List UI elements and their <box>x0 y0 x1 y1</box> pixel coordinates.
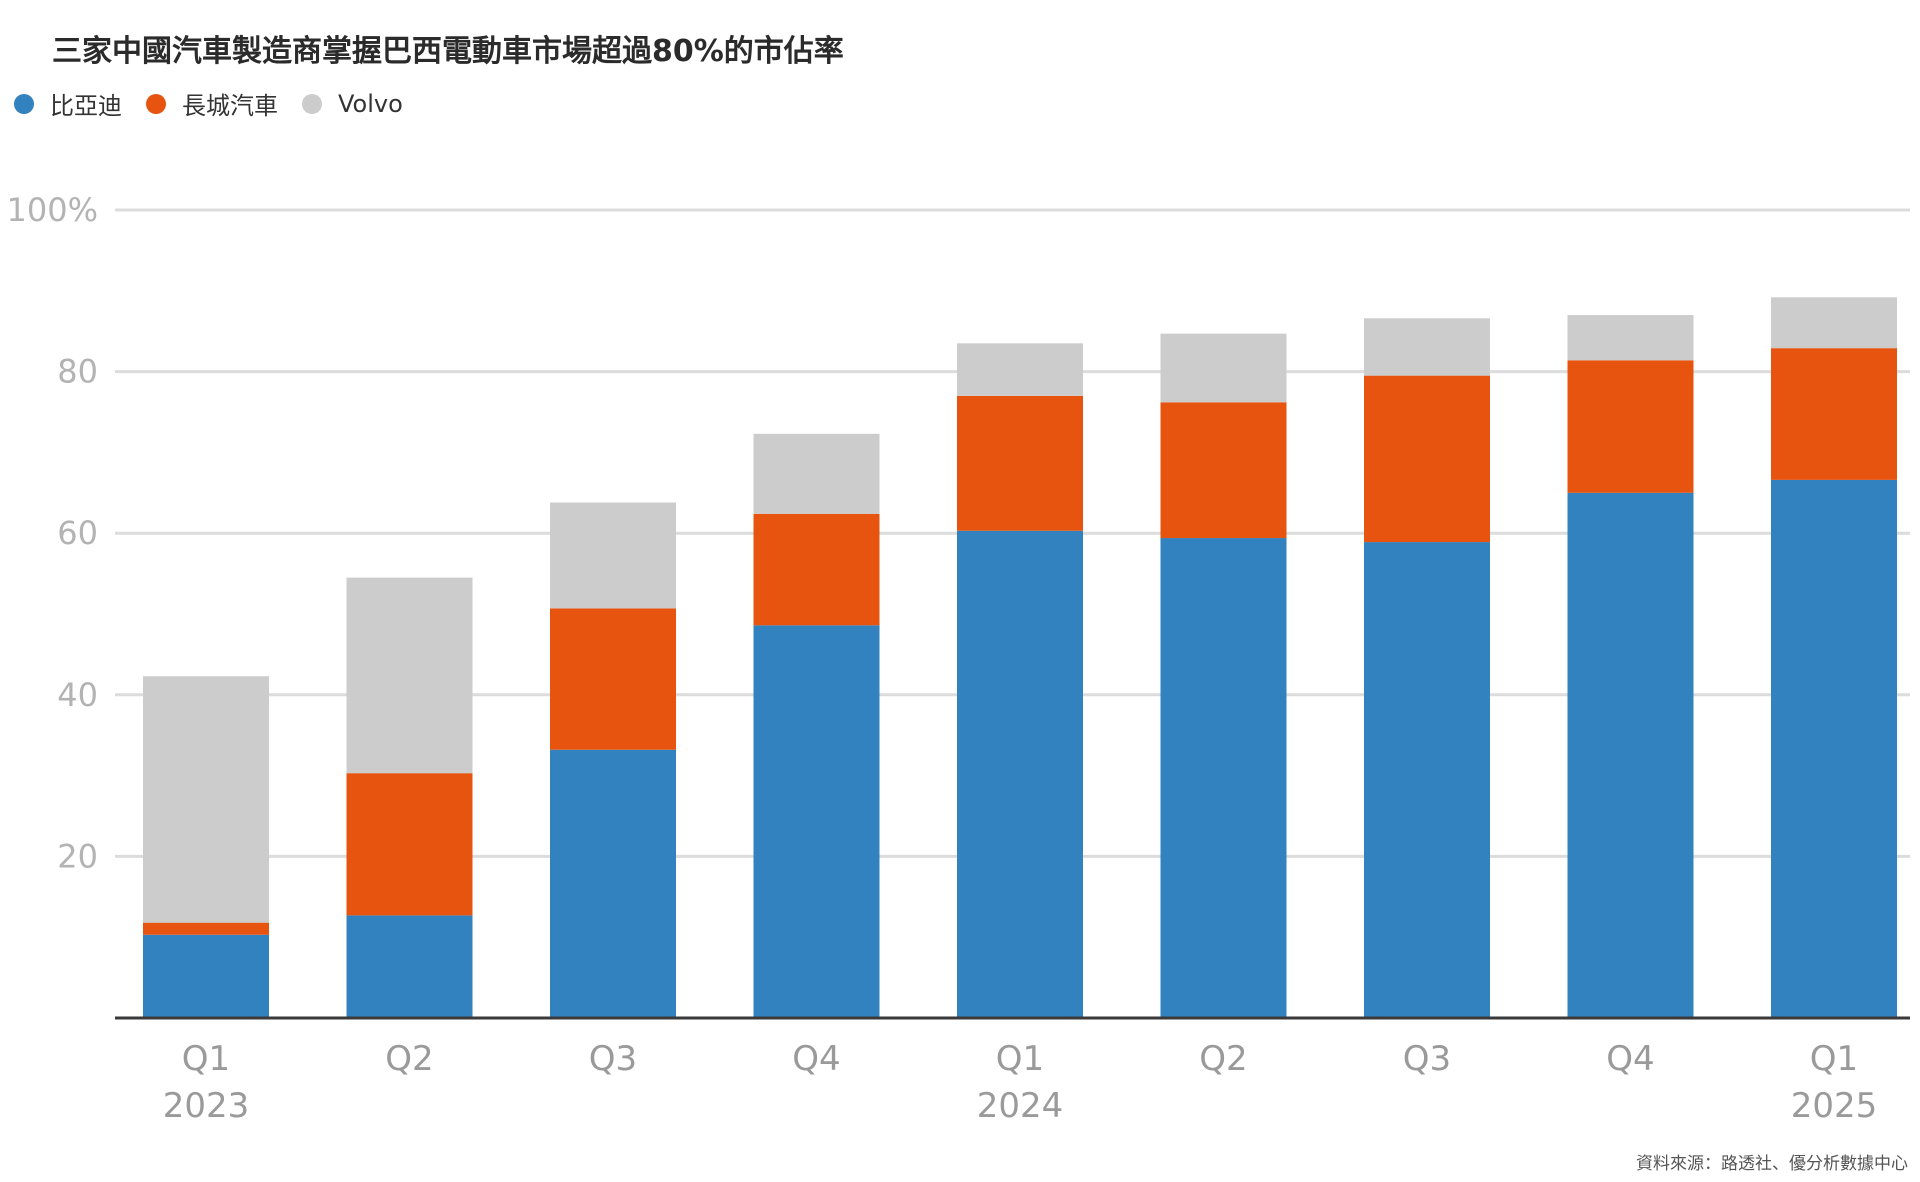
bar-byd-1 <box>143 934 269 1018</box>
x-tick-year-5: 2024 <box>977 1086 1064 1126</box>
legend-item-great-wall: 長城汽車 <box>146 86 278 121</box>
bar-volvo-9 <box>1771 297 1897 349</box>
bar-great-wall-4 <box>753 513 880 626</box>
x-tick-quarter-1: Q1 <box>182 1039 230 1079</box>
bar-volvo-8 <box>1567 315 1694 361</box>
bar-byd-3 <box>550 749 676 1018</box>
legend-item-volvo: Volvo <box>302 90 403 118</box>
x-tick-quarter-8: Q4 <box>1606 1039 1654 1079</box>
y-tick-label-100: 100% <box>7 191 98 229</box>
bar-great-wall-7 <box>1364 375 1490 543</box>
axis-layer: 20 40 60 80 100% Q1 2023 Q2 Q3 Q4 Q1 2024 Q2 Q3 Q4 Q1 20… <box>7 191 1910 1126</box>
legend: 比亞迪 長城汽車 Volvo <box>14 86 427 121</box>
bar-volvo-4 <box>753 433 880 514</box>
bar-volvo-1 <box>143 676 269 923</box>
bar-byd-2 <box>346 915 473 1018</box>
x-tick-quarter-3: Q3 <box>589 1039 637 1079</box>
bar-volvo-6 <box>1160 333 1287 403</box>
bar-great-wall-9 <box>1771 348 1897 480</box>
legend-label-byd: 比亞迪 <box>50 92 122 120</box>
x-tick-quarter-6: Q2 <box>1199 1039 1247 1079</box>
bar-layer <box>143 297 1897 1018</box>
bar-great-wall-1 <box>143 922 269 935</box>
bar-great-wall-6 <box>1160 402 1287 539</box>
bar-volvo-7 <box>1364 318 1490 376</box>
y-tick-label-40: 40 <box>57 676 98 714</box>
legend-swatch-byd <box>14 93 34 114</box>
legend-swatch-great-wall <box>146 93 166 114</box>
bar-great-wall-5 <box>957 395 1083 531</box>
bar-great-wall-2 <box>346 773 473 916</box>
bar-byd-5 <box>957 530 1083 1018</box>
bar-great-wall-3 <box>550 608 676 750</box>
x-tick-quarter-7: Q3 <box>1403 1039 1451 1079</box>
x-tick-quarter-5: Q1 <box>996 1039 1044 1079</box>
x-tick-quarter-9: Q1 <box>1810 1039 1858 1079</box>
x-tick-quarter-4: Q4 <box>792 1039 840 1079</box>
y-tick-label-60: 60 <box>57 514 98 552</box>
bar-byd-8 <box>1567 492 1694 1018</box>
bar-byd-9 <box>1771 479 1897 1018</box>
legend-swatch-volvo <box>302 93 322 114</box>
chart-title: 三家中國汽車製造商掌握巴西電動車市場超過80%的市佔率 <box>52 34 844 69</box>
bar-byd-4 <box>753 625 880 1018</box>
bar-byd-7 <box>1364 542 1490 1018</box>
bar-volvo-5 <box>957 343 1083 396</box>
x-tick-quarter-2: Q2 <box>385 1039 433 1079</box>
source-note: 資料來源：路透社、優分析數據中心 <box>1636 1154 1908 1174</box>
legend-item-byd: 比亞迪 <box>14 86 122 121</box>
bar-byd-6 <box>1160 538 1287 1018</box>
bar-volvo-3 <box>550 502 676 609</box>
legend-label-volvo: Volvo <box>338 89 403 118</box>
y-tick-label-80: 80 <box>57 353 98 391</box>
y-tick-label-20: 20 <box>57 837 98 875</box>
x-tick-year-1: 2023 <box>163 1086 250 1126</box>
bar-great-wall-8 <box>1567 360 1694 493</box>
x-tick-year-9: 2025 <box>1791 1086 1878 1126</box>
bar-volvo-2 <box>346 577 473 774</box>
legend-label-great-wall: 長城汽車 <box>182 92 278 120</box>
